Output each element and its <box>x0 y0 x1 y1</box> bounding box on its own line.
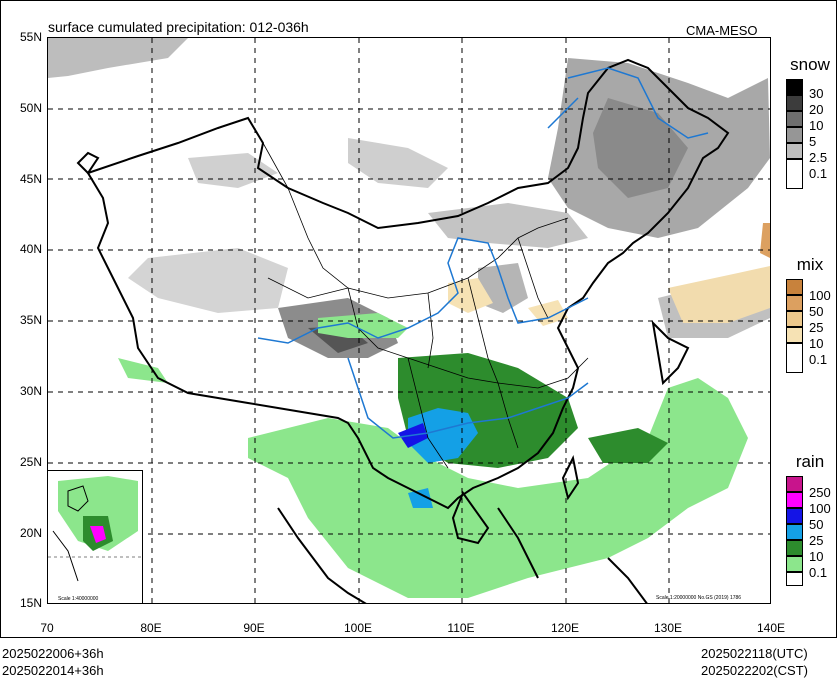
lat-label-40n: 40N <box>19 242 42 256</box>
mix-label-100: 100 <box>809 288 831 303</box>
rain-swatch-0-1 <box>786 556 803 572</box>
mix-swatch-50 <box>786 295 803 311</box>
lat-label-45n: 45N <box>19 172 42 186</box>
rain-label-250: 250 <box>809 485 831 500</box>
country-borders <box>76 58 730 603</box>
rain-swatch-10 <box>786 540 803 556</box>
rain-label-100: 100 <box>809 501 831 516</box>
lat-label-50n: 50N <box>19 101 42 115</box>
province-borders <box>262 142 589 469</box>
precipitation-map <box>47 37 771 604</box>
snow-label-0-1: 0.1 <box>809 166 828 181</box>
inset-scale-label: Scale 1:40000000 <box>58 596 99 602</box>
snow-swatch-0-1 <box>786 159 803 189</box>
mix-legend-title: mix <box>796 255 824 274</box>
lon-label-70: 70 <box>40 621 54 635</box>
rain-swatch-zero <box>786 572 803 586</box>
mix-swatch-25 <box>786 311 803 327</box>
lon-label-130e: 130E <box>653 621 683 635</box>
figure-frame <box>0 0 837 638</box>
lon-label-110e: 110E <box>447 621 475 635</box>
lat-label-25n: 25N <box>19 455 42 469</box>
snow-label-20: 20 <box>809 102 824 117</box>
valid-time-cst: 2025022202(CST) <box>701 663 808 678</box>
map-canvas <box>48 38 770 603</box>
map-title: surface cumulated precipitation: 012-036… <box>48 19 309 35</box>
lat-label-55n: 55N <box>19 30 42 44</box>
lat-label-15n: 15N <box>19 596 42 610</box>
mix-swatch-10 <box>786 327 803 343</box>
mix-label-50: 50 <box>809 304 824 319</box>
rain-label-10: 10 <box>809 549 824 564</box>
snow-label-30: 30 <box>809 86 824 101</box>
lat-lon-grid <box>48 38 770 603</box>
mix-swatch-0-1 <box>786 343 803 373</box>
rain-swatch-100 <box>786 492 803 508</box>
valid-time-utc: 2025022118(UTC) <box>701 646 808 661</box>
rain-area <box>48 313 748 598</box>
lon-label-90e: 90E <box>243 621 265 635</box>
mix-label-25: 25 <box>809 320 824 335</box>
lon-label-140e: 140E <box>756 621 786 635</box>
rain-label-0-1: 0.1 <box>809 565 828 580</box>
snow-label-5: 5 <box>809 134 817 149</box>
inset-canvas <box>48 476 142 582</box>
snow-swatch-2-5 <box>786 143 803 159</box>
snow-swatch-30 <box>786 79 803 95</box>
snow-area <box>48 38 770 358</box>
snow-swatch-5 <box>786 127 803 143</box>
lat-label-35n: 35N <box>19 313 42 327</box>
south-china-sea-inset: Scale 1:40000000 <box>47 470 143 604</box>
init-time-cst: 2025022014+36h <box>2 663 104 678</box>
rivers <box>257 67 709 439</box>
lat-label-20n: 20N <box>19 526 42 540</box>
rain-swatch-25 <box>786 524 803 540</box>
mix-label-0-1: 0.1 <box>809 352 828 367</box>
snow-legend-title: snow <box>790 55 830 74</box>
lat-label-30n: 30N <box>19 384 42 398</box>
mix-label-10: 10 <box>809 336 824 351</box>
rain-swatch-50 <box>786 508 803 524</box>
snow-label-2-5: 2.5 <box>809 150 828 165</box>
rain-swatch-250 <box>786 476 803 492</box>
mix-swatch-100 <box>786 279 803 295</box>
agency-label: CMA-MESO <box>686 23 758 38</box>
snow-label-10: 10 <box>809 118 824 133</box>
rain-label-50: 50 <box>809 517 824 532</box>
rain-legend-title: rain <box>795 452 825 471</box>
map-scale-label: Scale 1:20000000 No.GS (2019) 1786 <box>656 595 742 601</box>
init-time-utc: 2025022006+36h <box>2 646 104 661</box>
lon-label-80e: 80E <box>140 621 162 635</box>
lon-label-120e: 120E <box>550 621 580 635</box>
lon-label-100e: 100E <box>343 621 373 635</box>
rain-label-25: 25 <box>809 533 824 548</box>
snow-swatch-10 <box>786 111 803 127</box>
snow-swatch-20 <box>786 95 803 111</box>
